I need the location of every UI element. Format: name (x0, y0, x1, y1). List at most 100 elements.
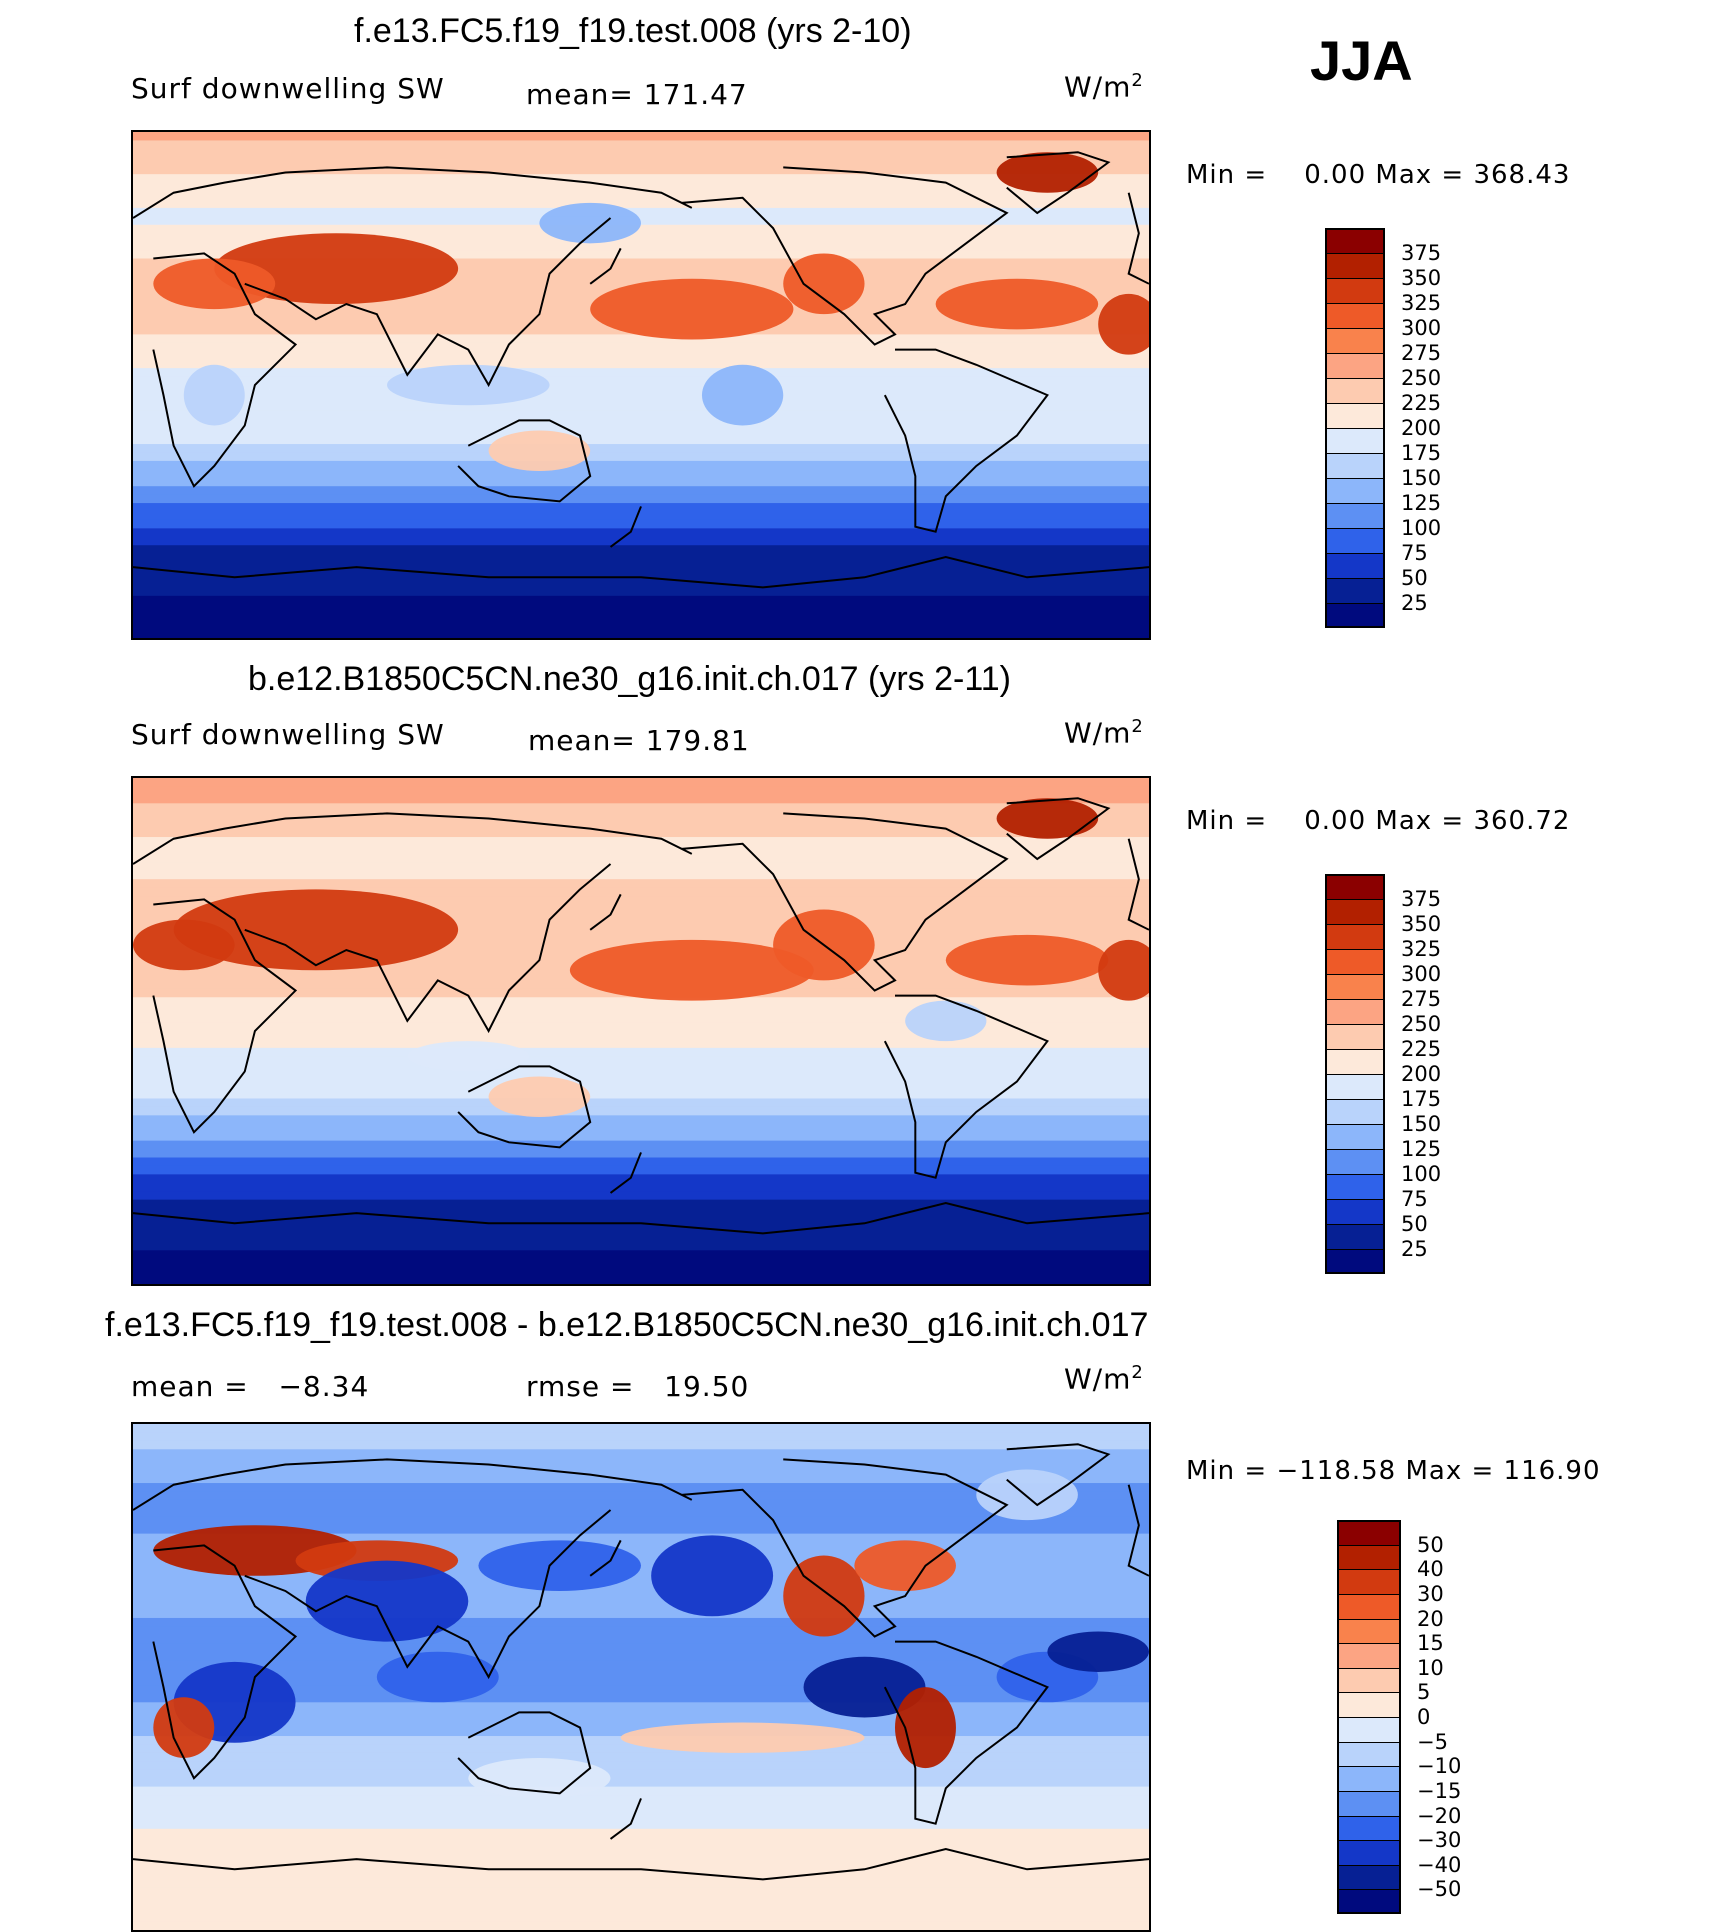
zonal-band (133, 460, 1149, 470)
colorbar-swatch (1325, 403, 1385, 428)
zonal-band (133, 199, 1149, 209)
colorbar-swatch (1337, 1766, 1401, 1791)
colorbar-swatch (1325, 1224, 1385, 1249)
colorbar-swatch (1325, 874, 1385, 899)
colorbar-tick-label: −20 (1417, 1803, 1462, 1828)
coastline (883, 1640, 1049, 1825)
zonal-band (133, 1921, 1149, 1930)
colorbar-tick-label: 375 (1401, 887, 1442, 911)
field-region (183, 364, 245, 426)
zonal-band (133, 1820, 1149, 1830)
zonal-band (133, 157, 1149, 167)
zonal-band (133, 1073, 1149, 1083)
colorbar-tick-label: 15 (1417, 1631, 1444, 1656)
colorbar-swatch (1325, 899, 1385, 924)
zonal-band (133, 1098, 1149, 1108)
zonal-band (133, 536, 1149, 546)
colorbar-swatch (1337, 1889, 1401, 1914)
zonal-band (133, 1208, 1149, 1218)
zonal-band (133, 165, 1149, 175)
colorbar-tick-label: 200 (1401, 1062, 1442, 1086)
colorbar-swatch (1325, 974, 1385, 999)
colorbar-swatch (1325, 949, 1385, 974)
zonal-band (133, 997, 1149, 1007)
zonal-band (133, 1693, 1149, 1703)
colorbar-tick-label: 200 (1401, 416, 1442, 440)
field-region (173, 889, 459, 971)
colorbar-tick-label: 225 (1401, 391, 1442, 415)
zonal-band (133, 342, 1149, 352)
zonal-band (133, 494, 1149, 504)
zonal-band (133, 401, 1149, 411)
zonal-band (133, 887, 1149, 897)
zonal-band (133, 1174, 1149, 1184)
panel-1-map-svg (133, 132, 1149, 638)
zonal-band (133, 570, 1149, 580)
zonal-band (133, 1182, 1149, 1192)
field-region (214, 233, 459, 305)
colorbar-swatch (1325, 303, 1385, 328)
zonal-band (133, 629, 1149, 638)
zonal-band (133, 1081, 1149, 1091)
zonal-band (133, 794, 1149, 804)
zonal-band (133, 1575, 1149, 1585)
zonal-band (133, 853, 1149, 863)
zonal-band (133, 1474, 1149, 1484)
zonal-band (133, 870, 1149, 880)
zonal-band (133, 1457, 1149, 1467)
panel-3-title: f.e13.FC5.f19_f19.test.008 - b.e12.B1850… (105, 1306, 1149, 1344)
zonal-band (133, 621, 1149, 631)
zonal-band (133, 1064, 1149, 1074)
coastline (883, 994, 1049, 1179)
zonal-band (133, 418, 1149, 428)
colorbar-tick-label: 25 (1401, 591, 1428, 615)
colorbar-swatch (1337, 1667, 1401, 1693)
coastline (589, 247, 622, 285)
colorbar-swatch (1337, 1840, 1401, 1865)
colorbar-swatch (1325, 428, 1385, 453)
panel-1-title: f.e13.FC5.f19_f19.test.008 (yrs 2-10) (354, 12, 912, 50)
colorbar-swatch (1325, 553, 1385, 578)
colorbar-tick-label: 75 (1401, 541, 1428, 565)
zonal-band (133, 1913, 1149, 1923)
coastline (1127, 192, 1149, 285)
zonal-band (133, 1199, 1149, 1209)
zonal-band (133, 410, 1149, 420)
coastline (1127, 838, 1149, 931)
zonal-band (133, 1022, 1149, 1032)
zonal-band (133, 216, 1149, 226)
panel-1-map (131, 130, 1151, 640)
zonal-band (133, 258, 1149, 268)
zonal-band (133, 1132, 1149, 1142)
coastline (133, 812, 693, 865)
field-region (488, 430, 591, 472)
coastline (883, 348, 1049, 533)
zonal-band (133, 1424, 1149, 1434)
zonal-band (133, 1267, 1149, 1277)
zonal-band (133, 1250, 1149, 1260)
panel-1-variable-label: Surf downwelling SW (131, 72, 445, 105)
colorbar-swatch (1325, 1074, 1385, 1099)
coastline (133, 556, 1149, 589)
coastline (152, 252, 298, 488)
field-region (651, 1535, 774, 1617)
zonal-band (133, 778, 1149, 788)
colorbar-tick-label: −15 (1417, 1778, 1462, 1803)
zonal-band (133, 427, 1149, 437)
zonal-band (133, 1550, 1149, 1560)
colorbar-swatch (1337, 1643, 1401, 1668)
colorbar-tick-label: 0 (1417, 1705, 1431, 1729)
colorbar-tick-label: −30 (1417, 1828, 1462, 1853)
zonal-band (133, 1241, 1149, 1251)
panel-1-colorbar (1325, 228, 1385, 628)
colorbar-tick-label: 50 (1401, 566, 1428, 590)
colorbar-tick-label: 350 (1401, 912, 1442, 936)
field-region (539, 202, 641, 244)
colorbar-tick-label: 10 (1417, 1655, 1444, 1680)
zonal-band (133, 1499, 1149, 1509)
panel-2-minmax: Min = 0.00 Max = 360.72 (1186, 806, 1571, 836)
panel-3-rmse-label: rmse = 19.50 (526, 1370, 750, 1403)
colorbar-tick-label: −40 (1417, 1852, 1462, 1877)
field-region (854, 1540, 956, 1591)
panel-3-map (131, 1422, 1151, 1932)
